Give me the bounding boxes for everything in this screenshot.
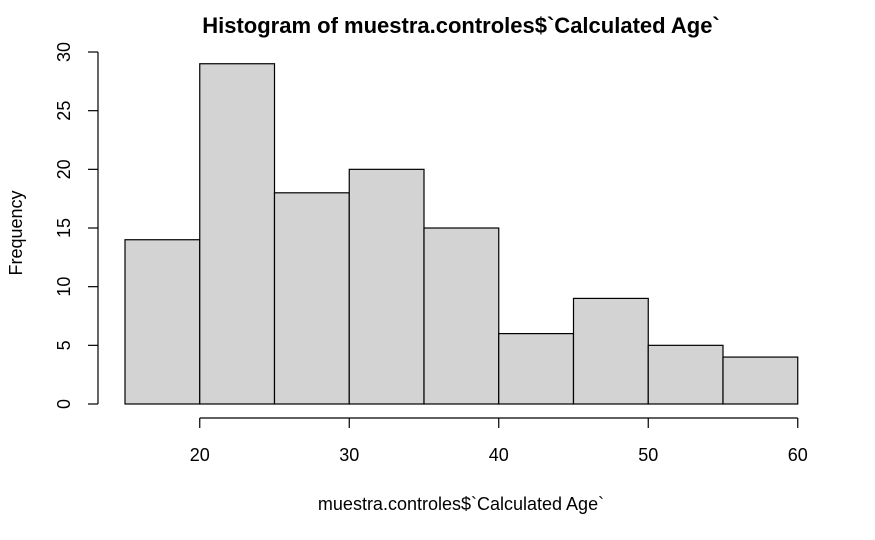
x-axis: 20 30 40 50 60 [190, 417, 808, 465]
x-axis-label: muestra.controles$`Calculated Age` [318, 494, 604, 514]
y-tick-label-0: 0 [54, 399, 74, 409]
x-tick-label-60: 60 [788, 445, 808, 465]
histogram-bar-5 [423, 227, 500, 405]
y-axis: 0 5 10 15 20 25 30 [54, 42, 99, 409]
x-tick-label-50: 50 [638, 445, 658, 465]
y-tick-label-10: 10 [54, 277, 74, 297]
y-tick-label-20: 20 [54, 159, 74, 179]
x-tick-label-20: 20 [190, 445, 210, 465]
histogram-bar-6 [498, 333, 575, 405]
x-tick-label-40: 40 [489, 445, 509, 465]
y-tick-label-30: 30 [54, 42, 74, 62]
y-tick-label-15: 15 [54, 218, 74, 238]
chart-title: Histogram of muestra.controles$`Calculat… [202, 13, 720, 38]
y-tick-label-25: 25 [54, 101, 74, 121]
x-tick-label-30: 30 [339, 445, 359, 465]
bars-group [124, 63, 799, 405]
histogram-bar-3 [273, 192, 350, 405]
y-tick-label-5: 5 [54, 340, 74, 350]
histogram-bar-9 [722, 356, 799, 405]
y-axis-label: Frequency [6, 190, 26, 275]
histogram-bar-4 [348, 168, 425, 405]
histogram-bar-1 [124, 239, 201, 405]
histogram-bar-2 [199, 63, 276, 405]
histogram-bar-7 [572, 297, 649, 405]
histogram-bar-8 [647, 344, 724, 405]
